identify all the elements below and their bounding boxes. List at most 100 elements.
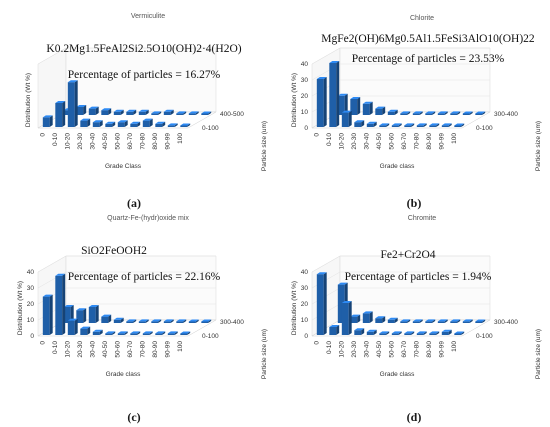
bar-side (357, 97, 361, 115)
gridline (311, 47, 341, 65)
x-tick-label: 50-60 (114, 133, 121, 150)
bar-side (457, 319, 461, 323)
bar-front (55, 275, 63, 335)
y-axis-title: Distribution (Wt %) (291, 281, 298, 335)
x-tick-label: 0 (39, 133, 46, 137)
bar-front (412, 113, 420, 115)
bar-front (429, 333, 437, 335)
bar-top (126, 109, 137, 112)
x-tick-label: 10-20 (338, 341, 345, 358)
bar-front (188, 113, 196, 115)
bar (316, 77, 327, 127)
bar (391, 123, 402, 127)
bar-side (124, 120, 128, 127)
bar-top (151, 319, 162, 322)
bar-top (176, 111, 187, 114)
bar (350, 97, 361, 115)
bar (437, 319, 448, 323)
bar-front (400, 321, 408, 323)
x-tick-label: 40-50 (102, 133, 109, 150)
x-tick-label: 0-10 (52, 341, 59, 354)
bar-top (450, 111, 461, 114)
bar-front (441, 125, 449, 127)
bar-top (316, 272, 327, 275)
bar-top (138, 109, 149, 112)
bar-side (170, 319, 174, 323)
bar-side (369, 101, 373, 115)
bar-front (180, 333, 188, 335)
bar (126, 319, 137, 323)
bar-side (87, 118, 91, 127)
bar-front (354, 330, 362, 335)
bar-top (379, 123, 390, 126)
bar (437, 111, 448, 115)
chemical-formula: Fe2+Cr2O4 (380, 249, 435, 261)
bar (412, 319, 423, 323)
bar (176, 319, 187, 323)
bar-front (329, 63, 337, 127)
bar (201, 319, 212, 323)
caption-a: (a) (0, 196, 268, 211)
x-axis-title: Grade class (380, 371, 415, 378)
bar (404, 123, 415, 127)
bar-top (88, 305, 99, 307)
x-tick-label: 100 (451, 341, 458, 352)
y-tick-label: 20 (27, 301, 35, 308)
bar-side (83, 308, 87, 323)
x-tick-label: 0-10 (326, 133, 333, 146)
x-tick-label: 60-70 (401, 133, 408, 150)
bar-top (142, 118, 153, 121)
bar-top (375, 106, 386, 109)
bar-front (188, 321, 196, 323)
x-tick-label: 20-30 (77, 341, 84, 358)
x-tick-label: 50-60 (114, 341, 121, 358)
bar-top (437, 111, 448, 114)
bar (188, 111, 199, 115)
bar-top (201, 319, 212, 322)
bar-side (357, 314, 361, 323)
bar-top (391, 331, 402, 334)
bar-side (336, 325, 340, 335)
bar-front (450, 113, 458, 115)
bar-front (42, 117, 50, 127)
bar-top (76, 308, 87, 311)
bar (155, 331, 166, 335)
bar-side (95, 106, 99, 115)
bar (400, 319, 411, 323)
depth-label: 300-400 (494, 319, 518, 326)
bar-front (113, 319, 121, 323)
bar-front (366, 331, 374, 335)
bar-top (350, 314, 361, 317)
bar-front (316, 274, 324, 335)
x-tick-label: 40-50 (376, 341, 383, 358)
y-tick-label: 10 (301, 317, 309, 324)
bar-side (382, 106, 386, 115)
caption-c: (c) (0, 410, 268, 425)
bar (379, 331, 390, 335)
bar-side (112, 331, 116, 335)
y-tick-label: 20 (301, 93, 309, 100)
bar-front (462, 113, 470, 115)
depth-label: 0-100 (202, 333, 219, 340)
bar-side (170, 109, 174, 115)
bar-top (350, 97, 361, 99)
bar-front (151, 113, 159, 115)
bar-side (419, 111, 423, 115)
bar (188, 319, 199, 323)
bar-top (138, 319, 149, 322)
bar-side (394, 109, 398, 115)
x-tick-label: 20-30 (351, 133, 358, 150)
bar-side (373, 329, 377, 335)
y-tick-label: 0 (304, 333, 308, 340)
bar-side (411, 123, 415, 127)
bar-front (425, 113, 433, 115)
bar-side (432, 111, 436, 115)
bar-front (441, 331, 449, 335)
bar-side (158, 319, 162, 323)
bar-side (195, 319, 199, 323)
bar-front (329, 327, 337, 335)
bar (92, 329, 103, 335)
bar-side (208, 111, 212, 115)
x-tick-label: 90-99 (164, 341, 171, 358)
bar-side (108, 108, 112, 115)
